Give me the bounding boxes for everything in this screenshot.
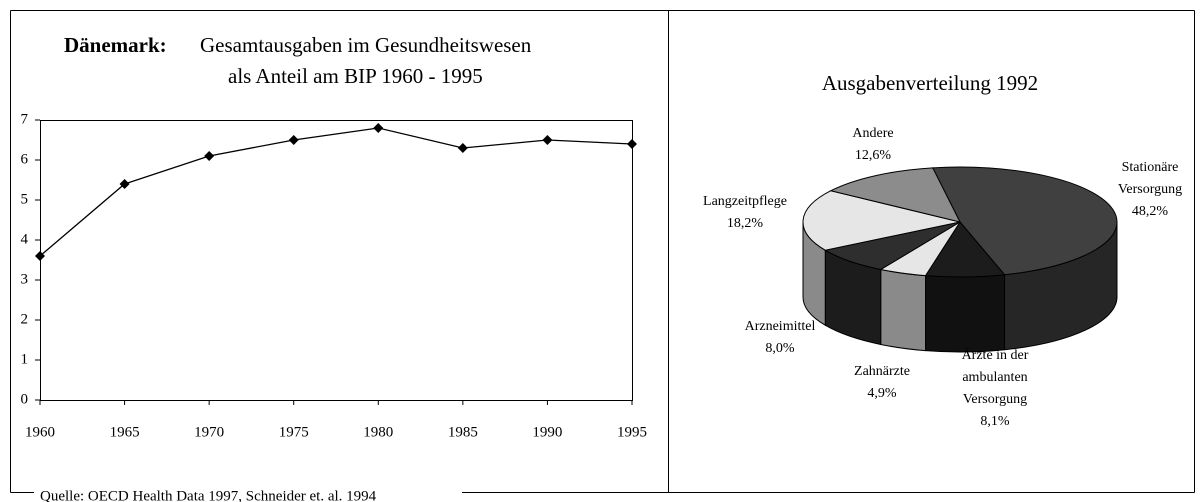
- marker: [35, 251, 45, 261]
- x-tick-label: 1995: [617, 424, 647, 440]
- chart-subtitle: als Anteil am BIP 1960 - 1995: [228, 64, 483, 88]
- pie-label: Langzeitpflege: [703, 194, 787, 209]
- pie-value-label: 8,0%: [765, 341, 795, 356]
- line: [39, 127, 633, 257]
- pie-side: [925, 274, 1006, 353]
- y-tick-label: 7: [21, 111, 29, 127]
- marker: [288, 135, 299, 145]
- chart-title: Dänemark:: [64, 33, 167, 57]
- pie-value-label: 12,6%: [855, 148, 892, 163]
- y-tick-label: 1: [21, 351, 29, 367]
- pie-label: Zahnärzte: [854, 364, 910, 379]
- pie-value-label: 48,2%: [1132, 204, 1169, 219]
- marker: [119, 179, 130, 189]
- pie-side: [880, 268, 927, 352]
- y-tick-label: 6: [21, 151, 29, 167]
- pie-label: Versorgung: [1118, 182, 1182, 197]
- pie-value-label: 8,1%: [980, 414, 1010, 429]
- y-tick-label: 2: [21, 311, 29, 327]
- pie-slice: [802, 190, 961, 251]
- pie-slice: [931, 166, 1118, 276]
- x-tick-label: 1990: [532, 424, 562, 440]
- x-tick-label: 1965: [110, 424, 140, 440]
- pie-value-label: 4,9%: [867, 386, 897, 401]
- marker: [542, 135, 553, 145]
- x-tick-label: 1960: [25, 424, 55, 440]
- chart-subtitle: Gesamtausgaben im Gesundheitswesen: [200, 33, 532, 57]
- marker: [204, 151, 215, 161]
- marker: [373, 123, 384, 133]
- x-tick-label: 1970: [194, 424, 224, 440]
- y-tick-label: 4: [21, 231, 29, 247]
- pie-title: Ausgabenverteilung 1992: [822, 71, 1038, 95]
- y-tick-label: 0: [21, 391, 29, 407]
- pie-label: ambulanten: [962, 370, 1027, 385]
- marker: [627, 139, 637, 149]
- pie-slice: [829, 167, 961, 223]
- x-tick-label: 1985: [448, 424, 478, 440]
- pie-label: Ärzte in der: [962, 346, 1029, 363]
- frame: [10, 10, 1195, 493]
- x-tick-label: 1980: [363, 424, 393, 440]
- pie-label: Andere: [852, 126, 893, 141]
- source: Quelle: OECD Health Data 1997, Schneider…: [40, 488, 377, 502]
- x-tick-label: 1975: [279, 424, 309, 440]
- marker: [457, 143, 468, 153]
- plot-area: [40, 120, 633, 401]
- pie-value-label: 18,2%: [727, 216, 764, 231]
- pie-label: Stationäre: [1122, 160, 1179, 175]
- pie-label: Versorgung: [963, 392, 1027, 407]
- pie-label: Arzneimittel: [745, 319, 816, 334]
- y-tick-label: 3: [21, 271, 29, 287]
- source-bg: [34, 484, 462, 502]
- y-tick-label: 5: [21, 191, 29, 207]
